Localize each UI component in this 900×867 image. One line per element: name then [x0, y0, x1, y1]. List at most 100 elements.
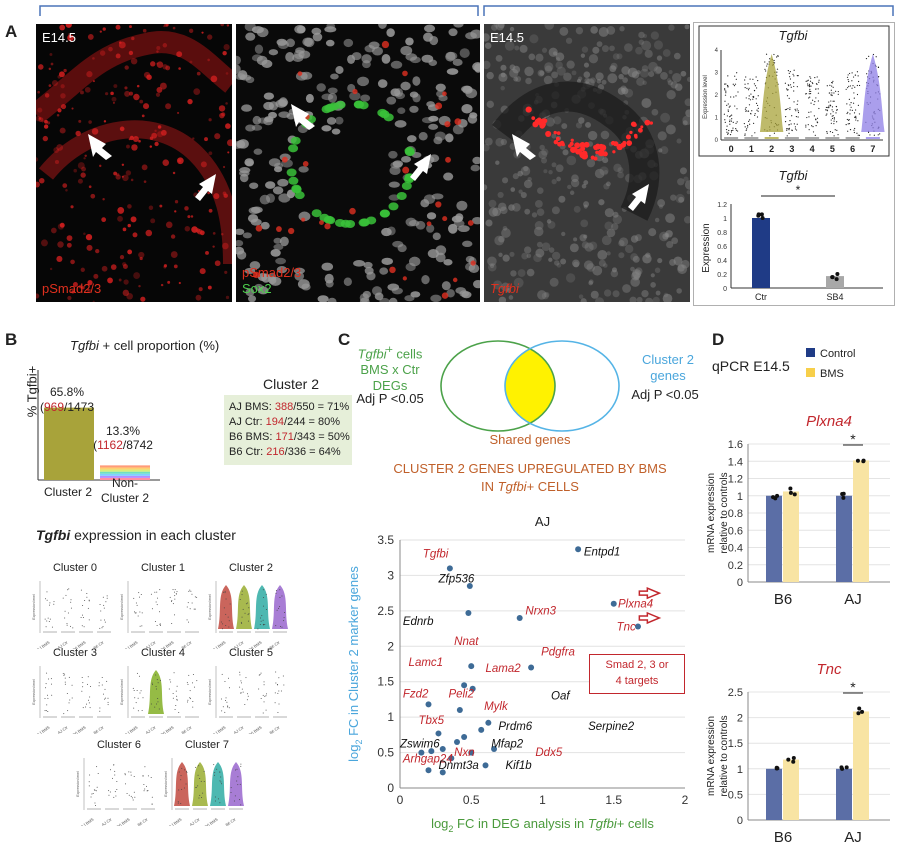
- background-cell: [677, 178, 685, 186]
- mini-dot: [186, 619, 188, 621]
- background-cell: [548, 47, 558, 57]
- signal-dot: [131, 36, 135, 41]
- background-cell: [497, 191, 504, 199]
- signal-dot: [59, 222, 65, 228]
- signal-dot: [131, 144, 138, 151]
- violin-dot: [855, 115, 857, 117]
- background-cell: [551, 133, 557, 139]
- mini-dot: [240, 682, 242, 684]
- signal-dot: [156, 62, 159, 65]
- nucleus: [272, 186, 284, 195]
- scatter-point: [425, 767, 432, 774]
- sox2-cell: [294, 191, 305, 200]
- mini-dot: [262, 623, 264, 625]
- arrow-icon: [638, 587, 662, 600]
- scatter-point: [575, 546, 582, 553]
- violin-dot: [765, 70, 767, 72]
- background-cell: [575, 122, 583, 129]
- signal-dot: [139, 256, 143, 261]
- c-heading: CLUSTER 2 GENES UPREGULATED BY BMS IN Tg…: [393, 461, 667, 494]
- nucleus: [432, 232, 441, 241]
- mini-dot: [189, 697, 191, 699]
- signal-dot: [124, 65, 129, 70]
- violin-dot: [765, 53, 768, 55]
- signal-dot: [110, 91, 114, 96]
- violin-dot: [847, 123, 849, 125]
- nucleus: [267, 272, 277, 282]
- background-cell: [672, 72, 682, 83]
- violin-dot: [734, 105, 736, 107]
- background-cell: [536, 241, 543, 248]
- violin-shape: [759, 54, 784, 132]
- signal-dot: [130, 178, 134, 182]
- pSmad-sox2-image: pSmad2/3 Sox2: [236, 24, 480, 302]
- mini-ylabel: Expression level: [208, 594, 212, 620]
- mini-dot: [176, 685, 178, 687]
- nucleus: [335, 66, 344, 74]
- gene-label: Nnat: [454, 636, 479, 648]
- mini-dot: [275, 682, 277, 684]
- d-sig-star: *: [850, 679, 856, 695]
- nucleus: [261, 59, 273, 68]
- nucleus: [430, 294, 442, 302]
- scatter-point: [528, 664, 535, 671]
- nucleus: [273, 237, 282, 244]
- gene-label: Lama2: [486, 663, 522, 675]
- scatter-point: [439, 769, 446, 776]
- background-cell: [676, 138, 682, 144]
- mini-dot: [225, 699, 227, 701]
- violin-dot: [732, 83, 734, 85]
- mini-group-label: B6 BMS: [204, 817, 219, 826]
- mini-dot: [48, 621, 50, 623]
- mini-dot: [258, 674, 260, 676]
- signal-dot: [199, 268, 206, 275]
- signal-dot: [214, 133, 221, 140]
- violin-dot: [757, 107, 759, 109]
- signal-dot: [102, 198, 105, 201]
- mini-dot: [276, 609, 278, 611]
- tgfbi-signal: [575, 149, 581, 155]
- mini-dot: [199, 777, 201, 779]
- background-cell: [514, 45, 520, 51]
- nucleus: [456, 200, 468, 211]
- mini-dot: [224, 681, 226, 683]
- mini-dot: [281, 626, 283, 628]
- violin-dot: [826, 85, 828, 87]
- b-bar-noncluster-segment: [100, 469, 150, 472]
- mini-dot: [260, 698, 262, 700]
- cluster-title: Cluster 1: [140, 562, 186, 574]
- nucleus: [260, 221, 270, 230]
- airway-lumen: [492, 81, 660, 221]
- signal-dot: [226, 24, 230, 27]
- violin-dot: [747, 89, 750, 91]
- violin-dot: [817, 100, 819, 102]
- signal-dot: [37, 90, 40, 94]
- d-point: [839, 765, 844, 770]
- signal-dot: [36, 181, 40, 188]
- mini-dot: [277, 712, 279, 714]
- background-cell: [556, 176, 561, 182]
- mini-dot: [176, 591, 178, 593]
- x-tick-label: 0.5: [463, 793, 480, 807]
- d-point: [771, 495, 776, 500]
- d-point: [792, 492, 797, 497]
- scatter-point: [634, 623, 641, 630]
- mini-dot: [46, 704, 48, 706]
- background-cell: [650, 273, 655, 278]
- y-tick-label: 3: [387, 568, 394, 582]
- background-cell: [489, 263, 495, 269]
- signal-dot: [145, 229, 153, 237]
- mini-dot: [45, 687, 47, 689]
- background-cell: [508, 204, 515, 211]
- signal-dot: [193, 88, 201, 96]
- signal-dot: [172, 26, 176, 30]
- background-cell: [677, 264, 685, 272]
- mini-dot: [174, 589, 176, 591]
- mini-dot: [170, 681, 172, 683]
- background-cell: [544, 24, 555, 30]
- signal-dot: [178, 281, 181, 285]
- sox2-cell: [288, 176, 299, 185]
- tgfbi-signal: [570, 138, 574, 142]
- violin-dot: [773, 132, 775, 134]
